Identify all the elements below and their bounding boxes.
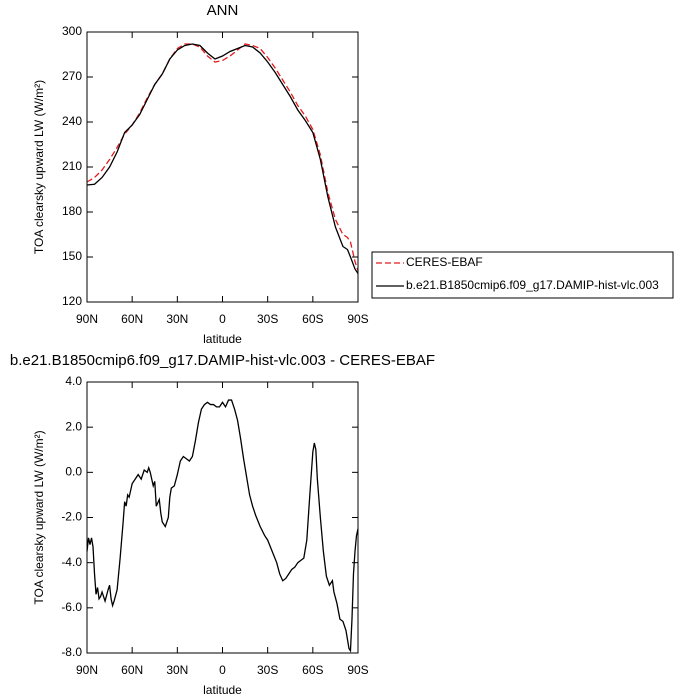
legend-box	[371, 251, 674, 299]
y-axis-title: TOA clearsky upward LW (W/m²)	[32, 430, 46, 604]
x-tick-label: 60S	[302, 663, 323, 677]
x-tick-label: 60N	[121, 663, 143, 677]
y-tick-label: 270	[62, 69, 82, 83]
x-tick-label: 90N	[76, 312, 98, 326]
y-tick-label: 150	[62, 249, 82, 263]
x-axis-title: latitude	[203, 683, 242, 697]
plot-frame	[86, 31, 359, 303]
y-tick-label: -4.0	[61, 555, 82, 569]
x-tick-label: 90N	[76, 663, 98, 677]
y-tick-label: 2.0	[65, 419, 82, 433]
x-tick-label: 0	[219, 312, 226, 326]
y-tick-label: 120	[62, 294, 82, 308]
x-tick-label: 30N	[166, 663, 188, 677]
y-tick-label: 210	[62, 159, 82, 173]
x-tick-label: 90S	[347, 312, 368, 326]
x-tick-label: 60S	[302, 312, 323, 326]
legend-label: b.e21.B1850cmip6.f09_g17.DAMIP-hist-vlc.…	[406, 278, 659, 292]
x-tick-label: 0	[219, 663, 226, 677]
legend-label: CERES-EBAF	[406, 255, 483, 269]
x-tick-label: 30S	[257, 663, 278, 677]
x-tick-label: 60N	[121, 312, 143, 326]
x-axis-title: latitude	[203, 332, 242, 346]
y-tick-label: -6.0	[61, 600, 82, 614]
series-line	[86, 43, 359, 271]
x-tick-label: 30S	[257, 312, 278, 326]
x-tick-label: 90S	[347, 663, 368, 677]
y-tick-label: -2.0	[61, 510, 82, 524]
chart-title: ANN	[207, 2, 239, 19]
plot-frame	[86, 381, 359, 654]
series-line	[86, 43, 359, 274]
chart-title: b.e21.B1850cmip6.f09_g17.DAMIP-hist-vlc.…	[10, 352, 435, 369]
y-axis-title: TOA clearsky upward LW (W/m²)	[32, 80, 46, 254]
y-tick-label: -8.0	[61, 645, 82, 659]
x-tick-label: 30N	[166, 312, 188, 326]
y-tick-label: 0.0	[65, 465, 82, 479]
y-tick-label: 180	[62, 204, 82, 218]
y-tick-label: 300	[62, 24, 82, 38]
series-line	[86, 399, 359, 653]
y-tick-label: 240	[62, 114, 82, 128]
y-tick-label: 4.0	[65, 374, 82, 388]
